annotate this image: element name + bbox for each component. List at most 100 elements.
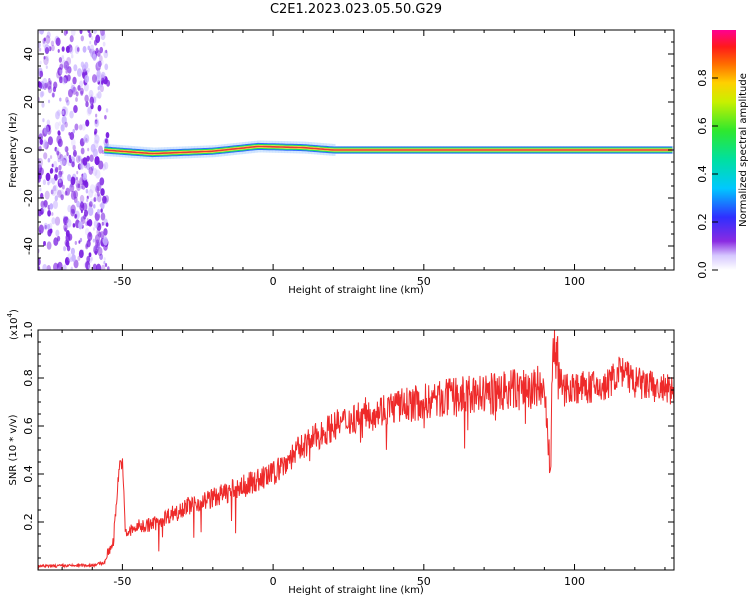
noise-dot [38, 71, 41, 77]
noise-dot [63, 159, 67, 166]
noise-dot [60, 124, 65, 132]
noise-dot [80, 90, 84, 96]
noise-dot [89, 48, 96, 58]
noise-dot [98, 145, 103, 154]
noise-dot [56, 109, 61, 117]
noise-dot [74, 240, 78, 245]
noise-dot [95, 241, 101, 250]
noise-dot [99, 203, 102, 207]
snr-y-tick-label: 0.4 [22, 465, 35, 483]
spectrogram-x-tick-label: 100 [564, 275, 585, 288]
noise-dot [58, 131, 61, 136]
noise-dot [43, 55, 49, 66]
noise-dot [55, 189, 60, 196]
noise-dot [72, 223, 76, 228]
noise-dot [86, 107, 92, 116]
colorbar-label: Normalized spectral amplitude [738, 73, 749, 227]
noise-dot [70, 208, 75, 217]
noise-dot [64, 256, 70, 266]
noise-dot [67, 253, 73, 262]
noise-dot [45, 65, 48, 70]
noise-dot [97, 60, 102, 68]
noise-dot [70, 247, 75, 255]
snr-panel: -50 0 50 100 0.2 0.4 0.6 0.8 1.0 Height of strai… [6, 309, 675, 596]
noise-dot [88, 189, 94, 198]
noise-dot [61, 115, 67, 125]
noise-dot [57, 189, 62, 198]
noise-dot [78, 221, 83, 230]
noise-dot [96, 242, 99, 247]
noise-dot [65, 45, 71, 54]
noise-dot [59, 63, 64, 71]
noise-dot [82, 45, 87, 53]
noise-dot [87, 67, 90, 73]
noise-dot [92, 30, 98, 35]
noise-dot [90, 198, 94, 205]
colorbar-tick-label: 0.0 [696, 261, 709, 279]
noise-dot [68, 88, 73, 98]
noise-dot [45, 124, 51, 133]
noise-dot [60, 194, 64, 201]
noise-dot [65, 230, 70, 237]
noise-dot [68, 158, 72, 164]
noise-dot [42, 38, 46, 44]
noise-dot [88, 231, 92, 237]
noise-dot [76, 47, 80, 52]
colorbar-tick-label: 0.6 [696, 117, 709, 135]
noise-dot [94, 250, 98, 256]
spectrogram-y-axis-label: Frequency (Hz) [8, 112, 19, 188]
noise-dot [66, 152, 69, 157]
noise-dot [94, 155, 100, 166]
figure-title: C2E1.2023.023.05.50.G29 [270, 2, 442, 17]
noise-dot [99, 46, 104, 54]
noise-dot [79, 87, 84, 95]
noise-dot [62, 264, 67, 270]
noise-dot [83, 263, 87, 268]
noise-dot [80, 216, 84, 222]
noise-dot [85, 101, 89, 108]
noise-dot [46, 31, 51, 39]
noise-dot [42, 118, 45, 123]
noise-dot [38, 174, 42, 180]
noise-dot [51, 92, 55, 98]
noise-dot [73, 64, 78, 72]
noise-dot [75, 91, 79, 97]
noise-dot [38, 47, 42, 52]
noise-dot [84, 61, 89, 69]
noise-dot [59, 98, 62, 102]
noise-dot [73, 196, 78, 204]
noise-dot [39, 187, 42, 192]
noise-dot [96, 50, 101, 57]
noise-dot [70, 190, 77, 200]
noise-dot [69, 47, 74, 55]
noise-dot [97, 86, 100, 91]
colorbar-tick-label: 0.4 [696, 165, 709, 183]
noise-dot [78, 124, 83, 131]
noise-dot [42, 263, 47, 270]
noise-dot [72, 86, 77, 95]
noise-dot [57, 151, 62, 160]
spectrogram-x-tick-label: 0 [270, 275, 277, 288]
noise-dot [79, 80, 84, 88]
noise-dot [76, 68, 82, 77]
snr-plot-area [38, 330, 674, 570]
noise-dot [67, 174, 72, 182]
noise-dot [77, 85, 81, 91]
noise-dot [56, 135, 62, 145]
noise-dot [96, 60, 102, 69]
noise-dot [41, 90, 45, 97]
noise-dot [72, 177, 76, 184]
noise-dot [101, 150, 105, 155]
noise-dot [72, 144, 76, 151]
snr-y-tick-label: 0.6 [22, 417, 35, 435]
noise-dot [38, 129, 43, 137]
noise-dot [75, 180, 81, 189]
snr-y-axis-label: SNR (10 * v/v) [8, 414, 19, 485]
noise-dot [79, 194, 85, 203]
noise-dot [89, 96, 95, 105]
noise-dot [104, 115, 107, 120]
noise-dot [88, 252, 92, 258]
snr-x-axis-label: Height of straight line (km) [288, 585, 424, 596]
noise-dot [53, 262, 59, 270]
noise-dot [69, 183, 75, 193]
